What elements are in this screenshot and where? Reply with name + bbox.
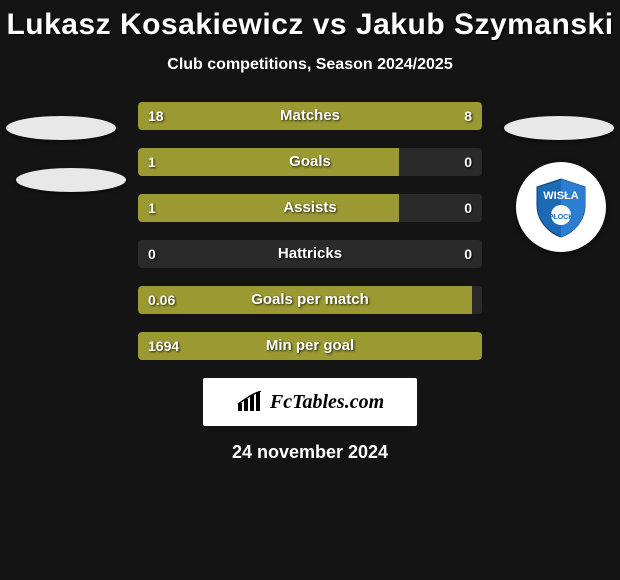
stat-label: Goals per match (138, 286, 482, 314)
watermark-text: FcTables.com (270, 391, 384, 414)
stat-value-right: 0 (464, 194, 472, 222)
stat-value-right: 0 (464, 240, 472, 268)
stat-value-right: 0 (464, 148, 472, 176)
stat-label: Min per goal (138, 332, 482, 360)
comparison-area: WISŁA PŁOCK 18 Matches 8 1 Goals 0 1 Ass… (0, 102, 620, 463)
svg-text:WISŁA: WISŁA (543, 190, 578, 202)
stat-label: Hattricks (138, 240, 482, 268)
left-player-badge-1 (6, 116, 116, 140)
stat-row: 1 Goals 0 (138, 148, 482, 176)
stat-label: Matches (138, 102, 482, 130)
right-player-badge-1 (504, 116, 614, 140)
stat-row: 0.06 Goals per match (138, 286, 482, 314)
stat-row: 1694 Min per goal (138, 332, 482, 360)
stat-label: Goals (138, 148, 482, 176)
chart-icon (236, 391, 264, 413)
stat-value-right: 8 (464, 102, 472, 130)
page-title: Lukasz Kosakiewicz vs Jakub Szymanski (0, 0, 620, 42)
date-label: 24 november 2024 (0, 442, 620, 463)
right-club-crest: WISŁA PŁOCK (516, 162, 606, 252)
stat-row: 18 Matches 8 (138, 102, 482, 130)
subtitle: Club competitions, Season 2024/2025 (0, 56, 620, 74)
stat-label: Assists (138, 194, 482, 222)
stat-row: 0 Hattricks 0 (138, 240, 482, 268)
stat-row: 1 Assists 0 (138, 194, 482, 222)
svg-text:PŁOCK: PŁOCK (549, 214, 574, 221)
stat-bars: 18 Matches 8 1 Goals 0 1 Assists 0 0 Hat… (138, 102, 482, 360)
watermark: FcTables.com (203, 378, 417, 426)
club-crest-icon: WISŁA PŁOCK (529, 175, 593, 239)
left-player-badge-2 (16, 168, 126, 192)
